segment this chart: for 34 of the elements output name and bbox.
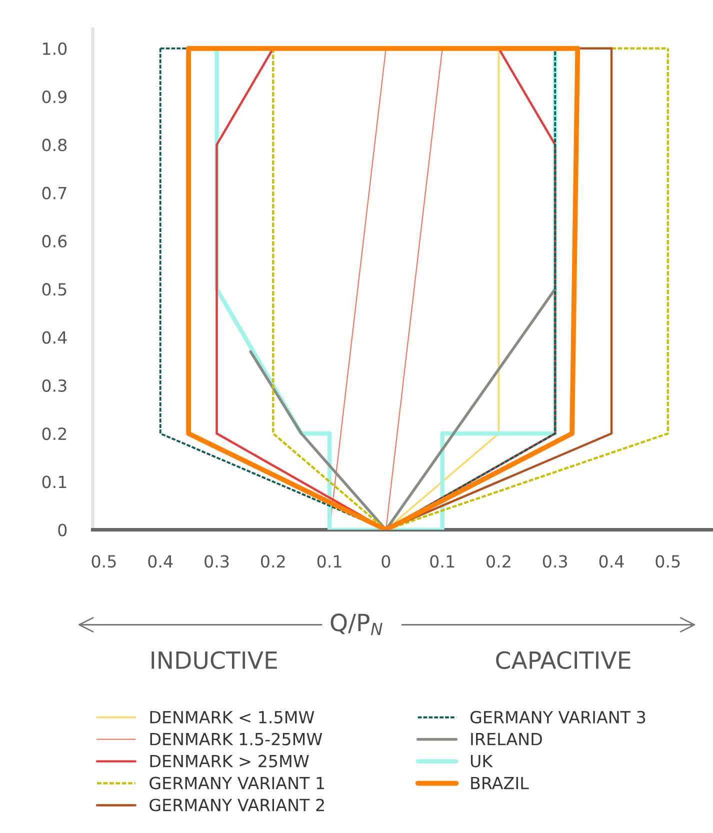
y-tick-label: 0.3 (42, 379, 66, 392)
y-tick-label: 0.2 (42, 427, 66, 440)
legend-label: GERMANY VARIANT 3 (470, 710, 646, 724)
x-tick-label: 0.5 (656, 555, 680, 568)
x-tick-label: 0.4 (148, 555, 173, 568)
y-tick-label: 1.0 (43, 42, 67, 55)
x-tick-label: 0 (382, 555, 390, 568)
x-tick-label: 0.2 (260, 555, 285, 568)
x-tick-label: 0.5 (92, 555, 116, 568)
x-tick-label: 0.2 (486, 555, 510, 568)
legend-label: UK (470, 754, 493, 768)
x-tick-label: 0.3 (542, 555, 568, 568)
legend-label: IRELAND (471, 733, 542, 746)
x-axis-title: Q/P$_{N}$ (330, 614, 382, 635)
text: CAPACITIVE (496, 651, 630, 670)
y-tick-label: 0.1 (42, 476, 66, 488)
legend-label: GERMANY VARIANT 1 (150, 776, 324, 790)
legend-label: DENMARK < 1.5MW (150, 711, 314, 724)
legend-label: DENMARK > 25MW (150, 754, 309, 768)
x-tick-label: 0.1 (430, 555, 454, 568)
text: INDUCTIVE (152, 651, 277, 670)
y-tick-label: 0 (58, 524, 67, 536)
y-tick-label: 0.7 (42, 186, 66, 200)
y-tick-label: 0.8 (42, 138, 67, 152)
x-tick-label: 0.1 (317, 555, 342, 568)
y-tick-label: 0.4 (42, 331, 67, 344)
x-tick-label: 0.4 (599, 555, 624, 568)
x-tick-label: 0.3 (204, 555, 229, 568)
legend-label: BRAZIL (471, 776, 529, 790)
y-tick-label: 0.9 (42, 90, 67, 104)
legend-label: DENMARK 1.5-25MW (150, 732, 322, 746)
y-tick-label: 0.5 (42, 283, 66, 296)
legend-label: GERMANY VARIANT 2 (150, 798, 324, 812)
y-tick-label: 0.6 (42, 234, 67, 248)
